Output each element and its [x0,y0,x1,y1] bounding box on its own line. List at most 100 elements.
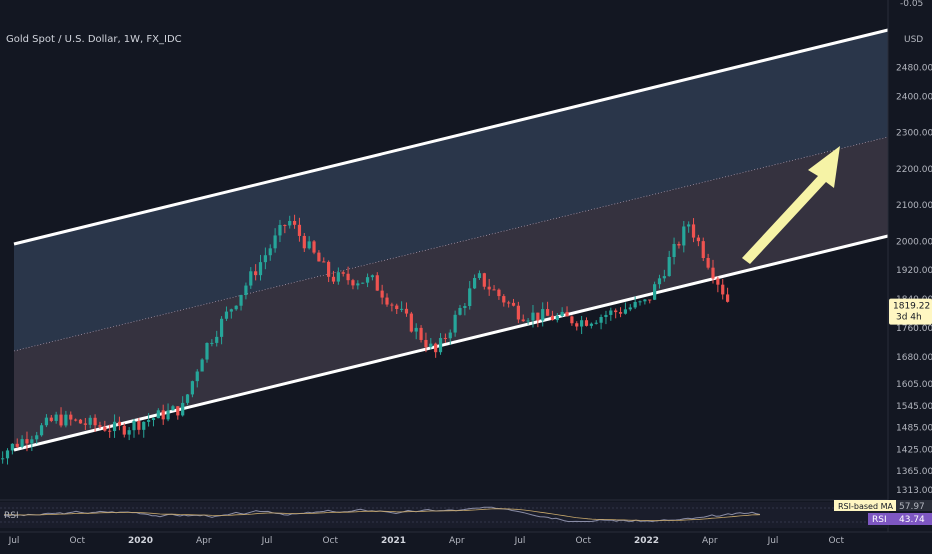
candle-body [404,308,409,314]
candle-body [507,302,511,304]
candle-body [492,289,496,291]
candle-body [361,282,365,284]
candle-body [176,406,180,416]
candle-body [458,307,462,315]
candle-body [244,285,248,296]
candle-body [263,255,267,263]
rsi-ma-line [3,508,761,522]
candle-body [312,241,316,253]
candle-body [351,280,355,286]
candle-body [448,332,452,339]
candle-body [322,261,326,263]
candle-body [185,394,190,403]
candle-body [44,417,49,426]
candle-body [594,322,598,324]
candle-body [696,237,700,242]
candle-body [171,406,175,411]
candle-body [580,320,584,327]
candle-body [336,272,340,282]
candle-body [550,315,555,321]
candle-body [239,295,243,306]
price-tick-label: 2480.00 [896,64,932,74]
candle-body [229,309,233,312]
time-tick-label: Apr [449,536,465,546]
price-axis-currency: USD [904,35,923,45]
price-axis-top-label: -0.05 [900,0,923,9]
time-tick-label: 2021 [381,536,406,546]
candle-body [15,443,19,447]
time-tick-label: 2020 [128,536,153,546]
time-axis[interactable]: Jul Oct 2020 Apr Jul Oct 2021 Apr Jul Oct 2022 Apr J… [8,536,845,546]
candle-body [341,272,345,274]
price-tick-label: 1313.00 [896,486,932,496]
rsi-badges: RSI-based MA 57.97 RSI 43.74 [834,500,932,525]
candle-body [618,312,623,314]
candle-body [181,402,185,416]
candle-body [623,309,628,314]
candle-body [25,439,29,444]
channel-upper-line[interactable] [13,28,889,246]
candle-body [112,421,117,432]
candle-body [536,312,540,321]
candle-body [409,313,413,332]
candle-body [424,339,428,348]
rsi-pane-label: RSI [4,511,19,521]
candle-body [628,307,632,310]
candle-body [5,450,10,459]
rsi-ma-value-badge [896,500,932,511]
price-tick-label: 2100.00 [896,201,932,211]
candle-body [653,284,657,300]
candle-body [434,343,438,353]
rsi-current-value-badge [896,513,932,525]
candle-body [132,420,136,431]
candle-body [317,252,321,262]
price-tick-label: 2200.00 [896,165,932,175]
candle-body [633,301,637,308]
candle-body [721,284,725,295]
price-axis[interactable]: -0.05 USD 2480.00 2400.00 2300.00 2200.00 2100… [889,0,932,496]
candle-body [502,296,506,303]
candle-body [643,299,647,302]
candle-body [327,261,331,277]
candle-body [667,256,671,277]
candle-body [560,311,564,316]
time-tick-label: Oct [322,536,338,546]
rsi-ma-label: RSI-based MA [838,502,893,511]
price-tick-label: 1605.00 [896,380,932,390]
candle-body [297,224,302,236]
candle-body [137,420,141,430]
candle-body [575,323,579,327]
time-tick-label: 2022 [634,536,659,546]
candle-body [365,277,370,283]
candle-body [224,311,229,319]
candle-body [98,425,102,427]
candle-body [35,435,39,440]
price-tick-label: 1680.00 [896,353,932,363]
projection-arrow[interactable] [742,146,840,264]
candle-body [555,315,559,321]
candle-body [545,309,550,316]
candle-body [288,220,292,226]
symbol-title[interactable]: Gold Spot / U.S. Dollar, 1W, FX_IDC [6,34,182,45]
candle-body [234,305,238,310]
candle-body [672,243,676,257]
candle-body [268,248,272,256]
time-tick-label: Oct [69,536,85,546]
current-price-badge [889,298,932,325]
candle-body [604,314,608,318]
candle-body [565,311,569,317]
candle-body [521,319,525,322]
candle-body [307,241,311,249]
candle-body [74,419,78,421]
candle-body [254,271,258,276]
candle-body [657,278,662,285]
candle-body [210,342,214,344]
candle-body [88,417,92,425]
candle-body [687,224,691,227]
candle-body [156,410,160,419]
price-tick-label: 2400.00 [896,93,932,103]
candle-body [142,421,146,430]
candle-body [638,301,642,303]
candle-body [108,430,112,432]
